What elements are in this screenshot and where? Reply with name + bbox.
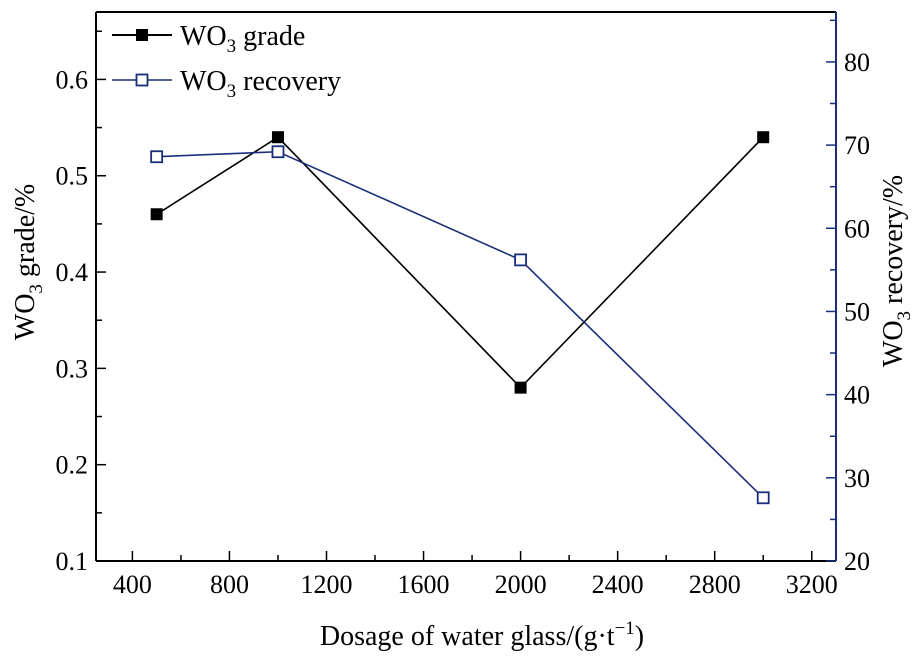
right-y-tick-label: 80 xyxy=(844,48,870,77)
series-layer xyxy=(150,131,770,505)
right-y-tick-label: 30 xyxy=(844,464,870,493)
x-tick-label: 400 xyxy=(113,570,152,599)
data-point-grade xyxy=(757,131,770,144)
right-y-tick-label: 20 xyxy=(844,547,870,576)
left-y-tick-label: 0.6 xyxy=(56,65,89,94)
right-y-tick-label: 70 xyxy=(844,131,870,160)
left-y-tick-label: 0.2 xyxy=(56,451,89,480)
data-point-recovery xyxy=(150,150,164,164)
data-point-grade xyxy=(271,131,284,144)
x-tick-label: 2000 xyxy=(495,570,547,599)
series-line-grade xyxy=(156,136,764,389)
right-y-tick-label: 50 xyxy=(844,297,870,326)
left-y-axis-title: WO3 grade/% xyxy=(10,184,47,340)
legend-marker-recovery xyxy=(135,73,149,87)
legend-label-grade: WO3 grade xyxy=(180,21,305,57)
legend: WO3 grade WO3 recovery xyxy=(112,21,341,102)
x-tick-label: 1200 xyxy=(300,570,352,599)
left-y-axis-ticks: 0.1 0.2 0.3 0.4 0.5 0.6 xyxy=(56,30,106,576)
x-tick-label: 3200 xyxy=(786,570,838,599)
legend-label-recovery: WO3 recovery xyxy=(180,66,341,102)
right-y-axis-ticks: 20 30 40 50 60 70 80 xyxy=(826,19,870,576)
right-y-axis-title: WO3 recovery/% xyxy=(878,175,915,367)
data-point-grade xyxy=(514,381,527,394)
left-y-tick-label: 0.1 xyxy=(56,547,89,576)
left-y-tick-label: 0.3 xyxy=(56,354,89,383)
data-point-grade xyxy=(150,208,163,221)
left-y-tick-label: 0.4 xyxy=(56,258,89,287)
right-y-tick-label: 40 xyxy=(844,381,870,410)
right-y-tick-label: 60 xyxy=(844,214,870,243)
data-point-recovery xyxy=(756,491,770,505)
data-point-recovery xyxy=(514,253,527,267)
x-tick-label: 2400 xyxy=(592,570,644,599)
x-tick-label: 800 xyxy=(210,570,249,599)
legend-marker-grade xyxy=(136,29,148,41)
x-tick-label: 2800 xyxy=(689,570,741,599)
left-y-tick-label: 0.5 xyxy=(56,162,89,191)
x-axis-title: Dosage of water glass/(g·t−1) xyxy=(320,618,644,652)
data-point-recovery xyxy=(271,145,285,159)
series-line-recovery xyxy=(156,150,764,499)
x-axis-ticks: 400 800 1200 1600 2000 2400 2800 3200 xyxy=(113,551,838,599)
x-tick-label: 1600 xyxy=(398,570,450,599)
